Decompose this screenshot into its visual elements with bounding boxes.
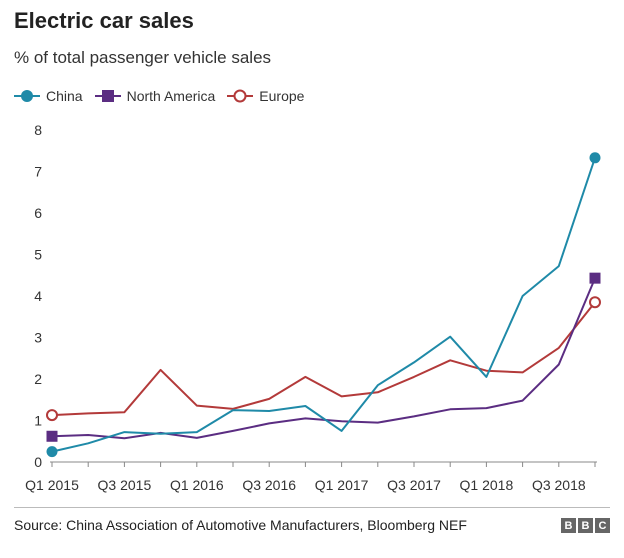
x-tick-label: Q1 2015 — [25, 477, 79, 493]
legend-china-marker-icon — [14, 90, 40, 102]
y-tick-label: 7 — [34, 164, 42, 180]
legend-north-america-marker-icon — [94, 90, 121, 102]
marker-europe — [589, 296, 601, 309]
footer-divider — [14, 507, 610, 508]
x-tick-label: Q3 2017 — [387, 477, 441, 493]
y-axis: 0 1 2 3 4 5 6 7 8 — [34, 122, 42, 470]
legend-label-europe: Europe — [259, 88, 305, 104]
y-tick-label: 5 — [34, 247, 42, 263]
series-end-markers — [46, 152, 601, 458]
legend-item-north-america: North America — [94, 88, 216, 104]
x-tick-label: Q3 2015 — [98, 477, 152, 493]
bbc-logo: B B C — [559, 518, 610, 533]
bbc-logo-letter: B — [561, 518, 576, 533]
chart-title: Electric car sales — [14, 8, 194, 33]
marker-north-america — [589, 272, 601, 284]
y-tick-label: 1 — [34, 413, 42, 429]
y-tick-label: 2 — [34, 371, 42, 387]
marker-china — [46, 446, 58, 458]
y-tick-label: 6 — [34, 205, 42, 221]
marker-north-america — [46, 430, 58, 442]
source-note: Source: China Association of Automotive … — [14, 517, 467, 533]
y-tick-label: 4 — [34, 288, 42, 304]
legend: China North America Europe — [14, 84, 316, 108]
bbc-logo-letter: B — [578, 518, 593, 533]
x-tick-label: Q1 2017 — [315, 477, 369, 493]
series-lines — [51, 156, 596, 453]
marker-europe — [46, 409, 58, 422]
y-tick-label: 0 — [34, 454, 42, 470]
chart-subtitle: % of total passenger vehicle sales — [14, 48, 272, 67]
x-tick-label: Q3 2016 — [242, 477, 296, 493]
legend-item-europe: Europe — [227, 88, 304, 104]
bbc-logo-letter: C — [595, 518, 610, 533]
x-tick-label: Q1 2016 — [170, 477, 224, 493]
legend-label-china: China — [46, 88, 83, 104]
x-tick-label: Q1 2018 — [460, 477, 514, 493]
x-axis: Q1 2015 Q3 2015 Q1 2016 Q3 2016 Q1 2017 Q3 20… — [25, 461, 597, 493]
series-line-china — [51, 156, 596, 453]
marker-china — [589, 152, 601, 164]
legend-europe-marker-icon — [227, 89, 254, 103]
legend-item-china: China — [14, 88, 83, 104]
series-line-europe — [51, 301, 596, 417]
y-tick-label: 8 — [34, 122, 42, 138]
y-tick-label: 3 — [34, 330, 42, 346]
series-line-north-america — [51, 277, 596, 440]
legend-label-north-america: North America — [126, 88, 216, 104]
x-tick-label: Q3 2018 — [532, 477, 586, 493]
